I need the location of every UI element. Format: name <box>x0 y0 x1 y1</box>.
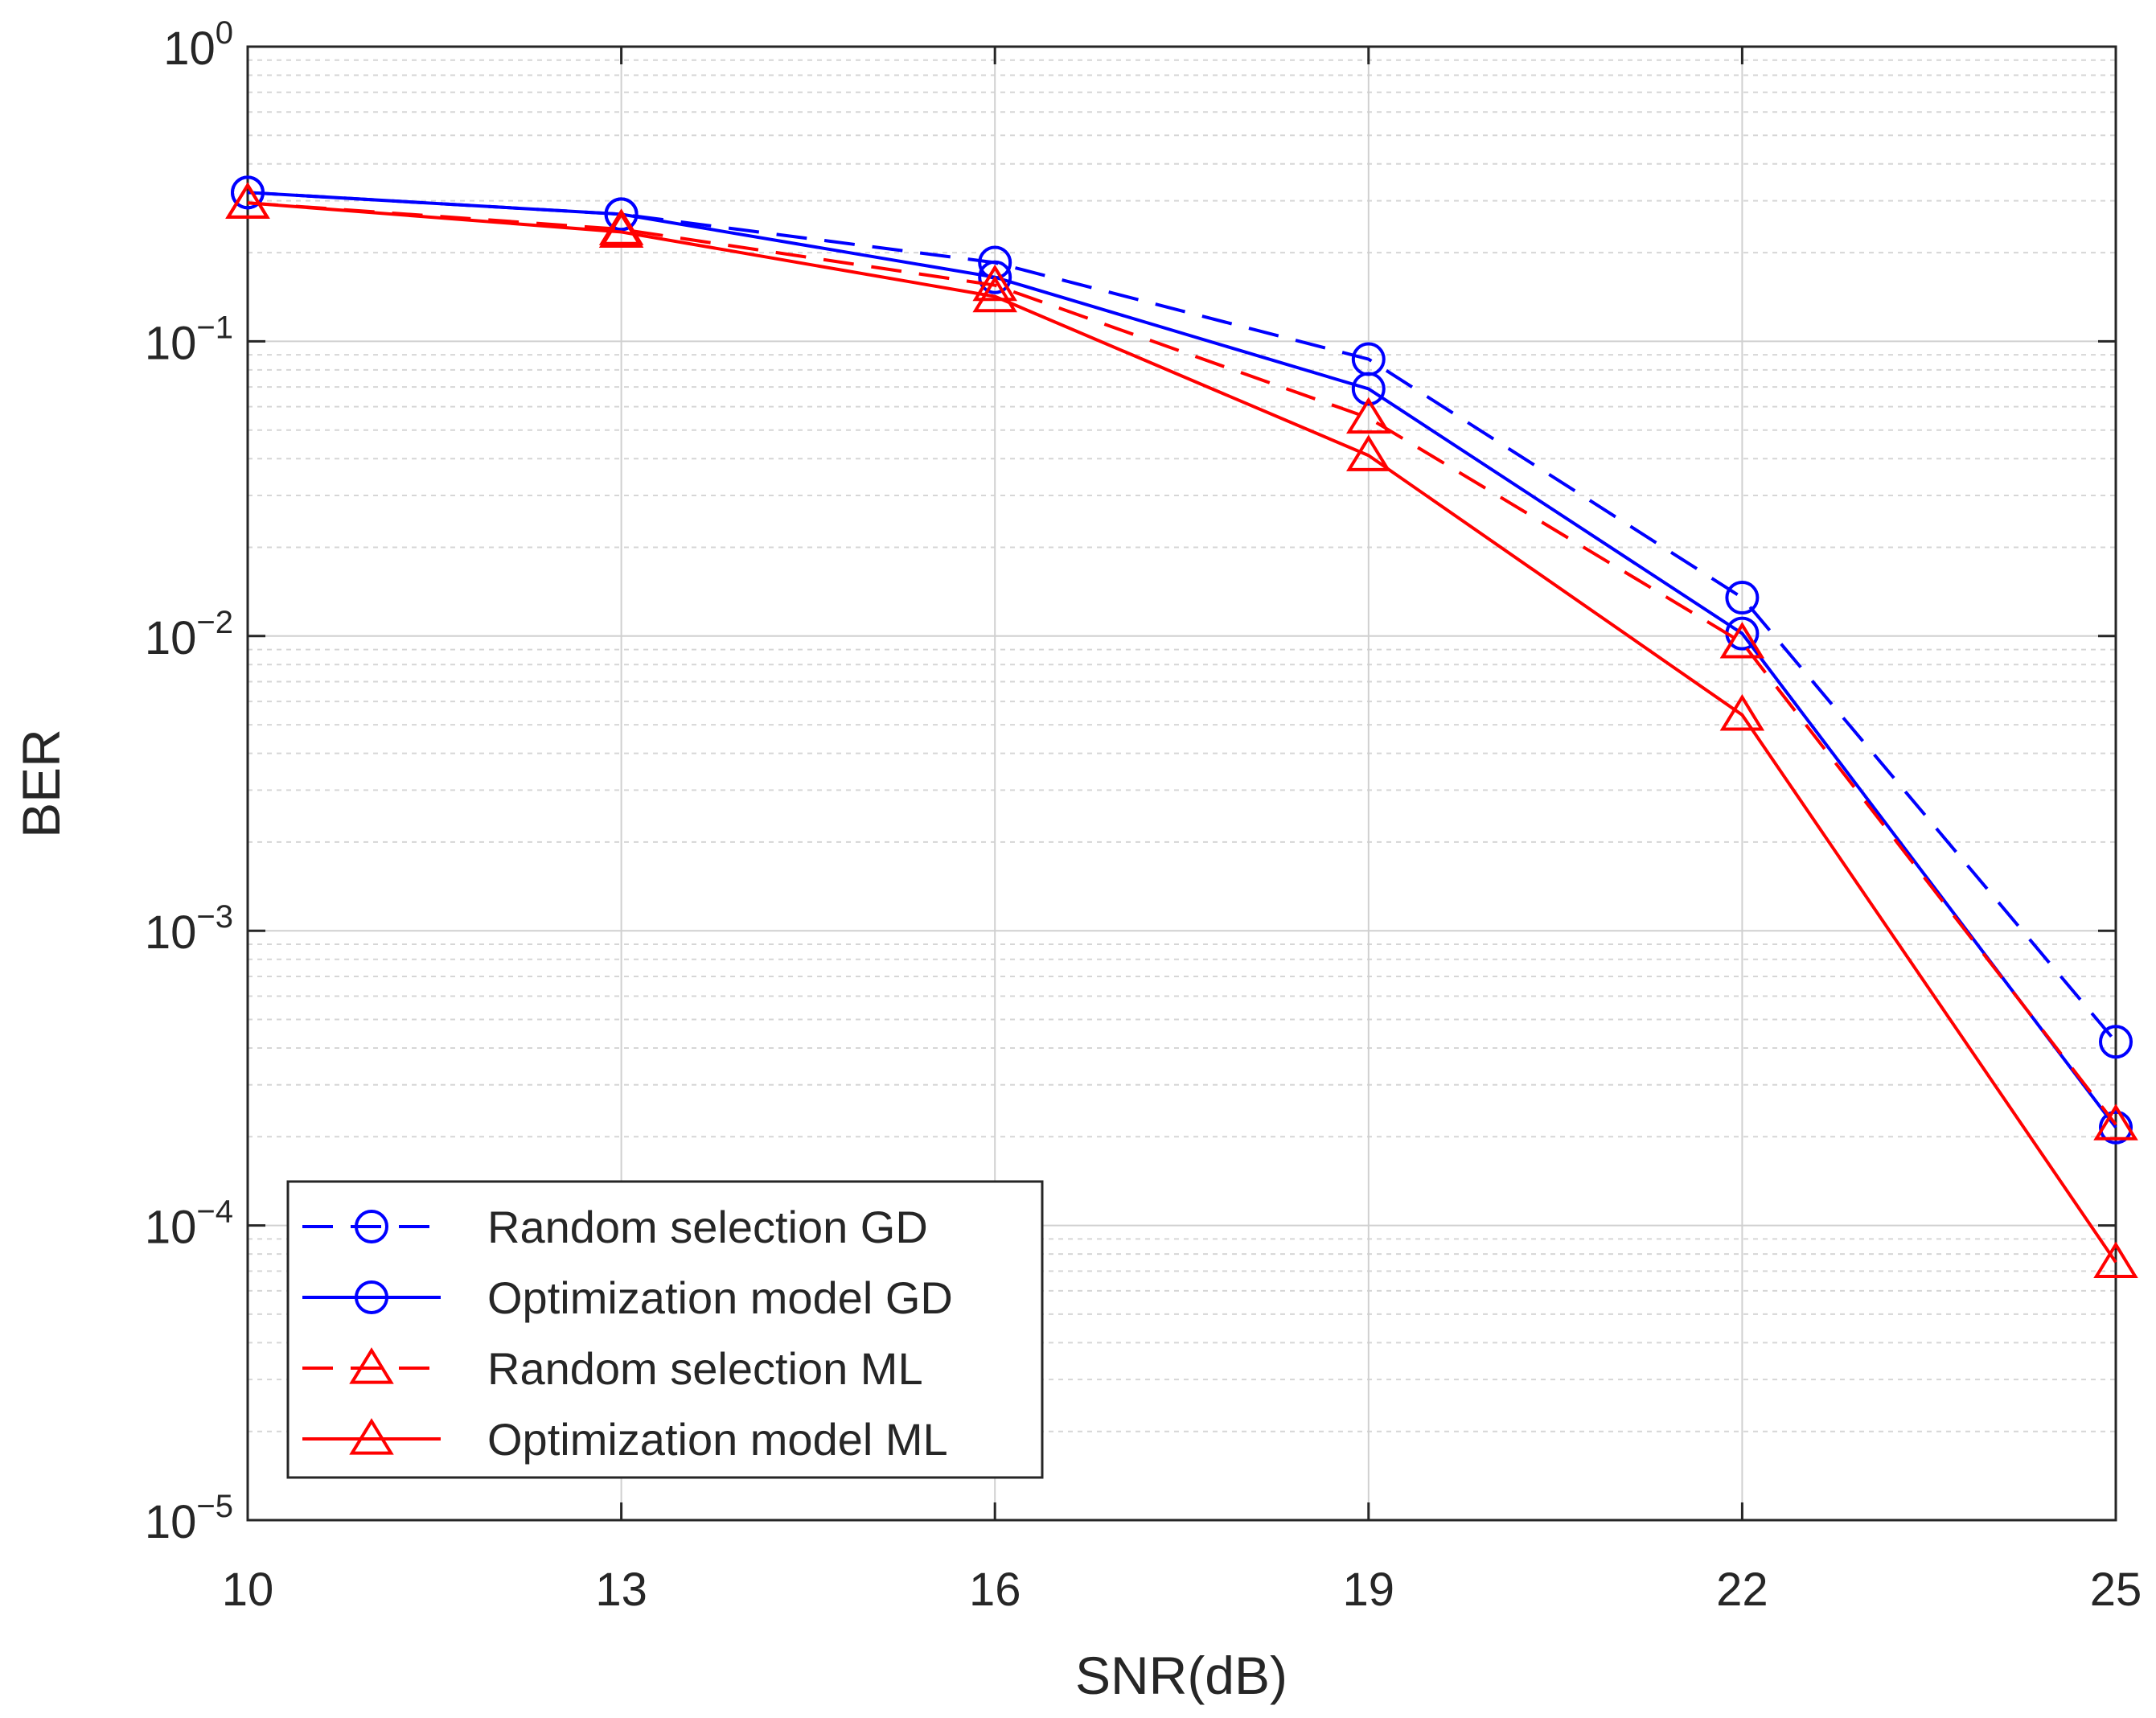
legend-marker <box>355 1210 388 1243</box>
legend-entry: Optimization model ML <box>302 1414 948 1465</box>
legend-marker <box>349 1418 394 1455</box>
data-point <box>1346 434 1391 471</box>
legend-label: Optimization model GD <box>487 1272 953 1323</box>
data-point <box>1346 397 1391 434</box>
x-tick-label: 19 <box>1343 1564 1395 1616</box>
y-tick-label: 10−1 <box>145 310 233 369</box>
x-tick-label: 13 <box>595 1564 647 1616</box>
data-point <box>231 175 265 210</box>
x-tick-label: 25 <box>2090 1564 2142 1616</box>
data-point <box>1725 581 1760 615</box>
data-point <box>225 182 270 219</box>
data-point <box>1351 372 1386 406</box>
series-4 <box>225 182 2138 1278</box>
axis-ticks: 10 13 16 19 22 25 100 10−1 10−2 10−3 10−4 10−5 <box>145 15 2142 1616</box>
legend-entry: Optimization model GD <box>302 1272 953 1323</box>
series-1 <box>231 175 2133 1059</box>
legend-label: Optimization model ML <box>487 1414 948 1465</box>
series-group <box>225 175 2138 1278</box>
y-axis-label: BER <box>11 729 71 838</box>
legend-marker <box>349 1347 394 1384</box>
legend-label: Random selection GD <box>487 1202 928 1252</box>
y-tick-label: 10−3 <box>145 899 233 959</box>
plot-area <box>246 45 2117 1522</box>
series-line <box>247 191 2117 1043</box>
y-tick-label: 100 <box>163 15 233 75</box>
data-point <box>2093 1241 2138 1278</box>
data-point <box>2099 1110 2133 1145</box>
data-point <box>1719 622 1765 659</box>
data-point <box>2093 1104 2138 1141</box>
y-tick-label: 10−4 <box>145 1194 233 1254</box>
data-point <box>1719 694 1765 731</box>
data-point <box>978 260 1012 294</box>
x-tick-label: 16 <box>969 1564 1021 1616</box>
legend-entry: Random selection GD <box>302 1202 928 1252</box>
x-tick-label: 22 <box>1716 1564 1768 1616</box>
series-line <box>247 201 2117 1126</box>
x-axis-label: SNR(dB) <box>1075 1646 1287 1705</box>
x-tick-label: 10 <box>222 1564 274 1616</box>
series-3 <box>225 182 2138 1141</box>
legend-marker <box>355 1280 388 1314</box>
data-point <box>2099 1025 2133 1059</box>
legend: Random selection GD Optimization model GD… <box>286 1180 1044 1479</box>
y-tick-label: 10−5 <box>145 1489 233 1548</box>
data-point <box>598 211 644 249</box>
legend-label: Random selection ML <box>487 1343 923 1394</box>
data-point <box>972 275 1017 313</box>
y-tick-label: 10−2 <box>145 605 233 664</box>
legend-entry: Random selection ML <box>302 1343 923 1394</box>
series-line <box>247 201 2117 1264</box>
legend-box <box>286 1180 1044 1479</box>
series-line <box>247 191 2117 1129</box>
data-point <box>604 197 639 232</box>
data-point <box>972 264 1017 302</box>
series-2 <box>231 175 2133 1145</box>
